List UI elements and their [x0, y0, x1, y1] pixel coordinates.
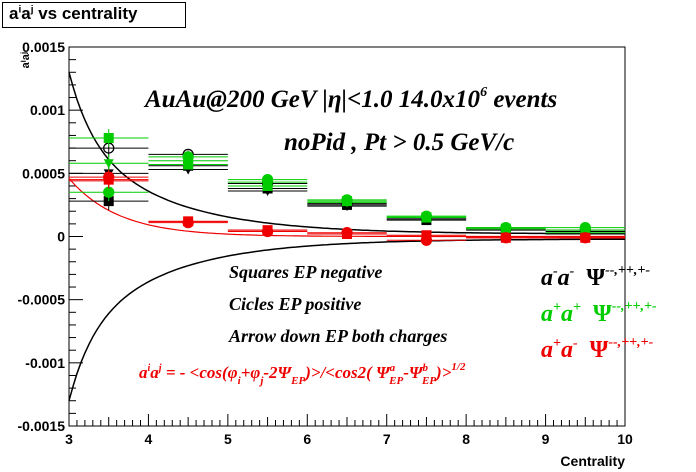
red-triangle-point [183, 217, 194, 227]
green-triangle-point [421, 212, 432, 222]
green-triangle-point [103, 159, 114, 169]
x-tick-label: 4 [145, 431, 153, 447]
x-tick-label: 7 [383, 431, 391, 447]
y-tick-label: -0.0015 [18, 418, 66, 434]
green-triangle-point [262, 178, 273, 188]
cut-annotation: noPid , Pt > 0.5 GeV/c [284, 129, 514, 156]
red-triangle-point [421, 232, 432, 242]
data-markers [69, 129, 625, 246]
y-axis: -0.0015 -0.001 -0.0005 0 0.0005 0.001 0.0015 [18, 39, 83, 434]
y-tick-label: -0.0005 [18, 292, 66, 308]
lower-envelope-curve [68, 238, 625, 401]
x-tick-label: 6 [303, 431, 311, 447]
legend-entry-red: a+a- Ψ--,++,+- [541, 335, 654, 363]
red-triangle-point [342, 229, 352, 239]
x-tick-label: 5 [224, 431, 232, 447]
x-tick-label: 8 [462, 431, 470, 447]
y-tick-label: 0.001 [30, 102, 65, 118]
event-annotation: AuAu@200 GeV |η|<1.0 14.0x106 events [143, 85, 557, 113]
green-triangle-point [580, 226, 591, 236]
red-triangle-point [262, 226, 273, 236]
x-tick-label: 10 [617, 431, 633, 447]
y-axis-label: aⁱaʲ [19, 52, 32, 68]
legend-entry-black: a-a- Ψ--,++,+- [541, 263, 650, 291]
y-tick-label: 0 [57, 229, 65, 245]
green-circle-point [103, 186, 115, 198]
x-tick-label: 3 [65, 431, 73, 447]
red-triangle-point [103, 176, 114, 186]
legend-text-squares: Squares EP negative [229, 262, 382, 282]
legend-text-arrows: Arrow down EP both charges [228, 326, 447, 346]
x-axis: 3 4 5 6 7 8 9 10 [65, 414, 633, 447]
formula-annotation: aiaj = - <cos(φi+φj-2ΨEP)>/<cos2( Ψa EP-Ψ… [139, 361, 466, 387]
y-tick-label: -0.001 [25, 355, 65, 371]
y-tick-label: 0.0015 [22, 39, 65, 55]
x-tick-label: 9 [542, 431, 550, 447]
x-axis-label: Centrality [560, 453, 625, 469]
green-triangle-point [183, 156, 194, 166]
legend-text-circles: Cicles EP positive [229, 294, 361, 314]
green-triangle-point [342, 198, 352, 208]
legend-entry-green: a+a+ Ψ--,++,+- [541, 299, 657, 327]
y-tick-label: 0.0005 [22, 165, 65, 181]
chart-title: aiaj vs centrality [2, 2, 186, 28]
green-square-point [103, 132, 114, 143]
red-triangle-point [500, 233, 511, 243]
green-triangle-point [500, 223, 511, 233]
red-triangle-point [580, 233, 591, 243]
